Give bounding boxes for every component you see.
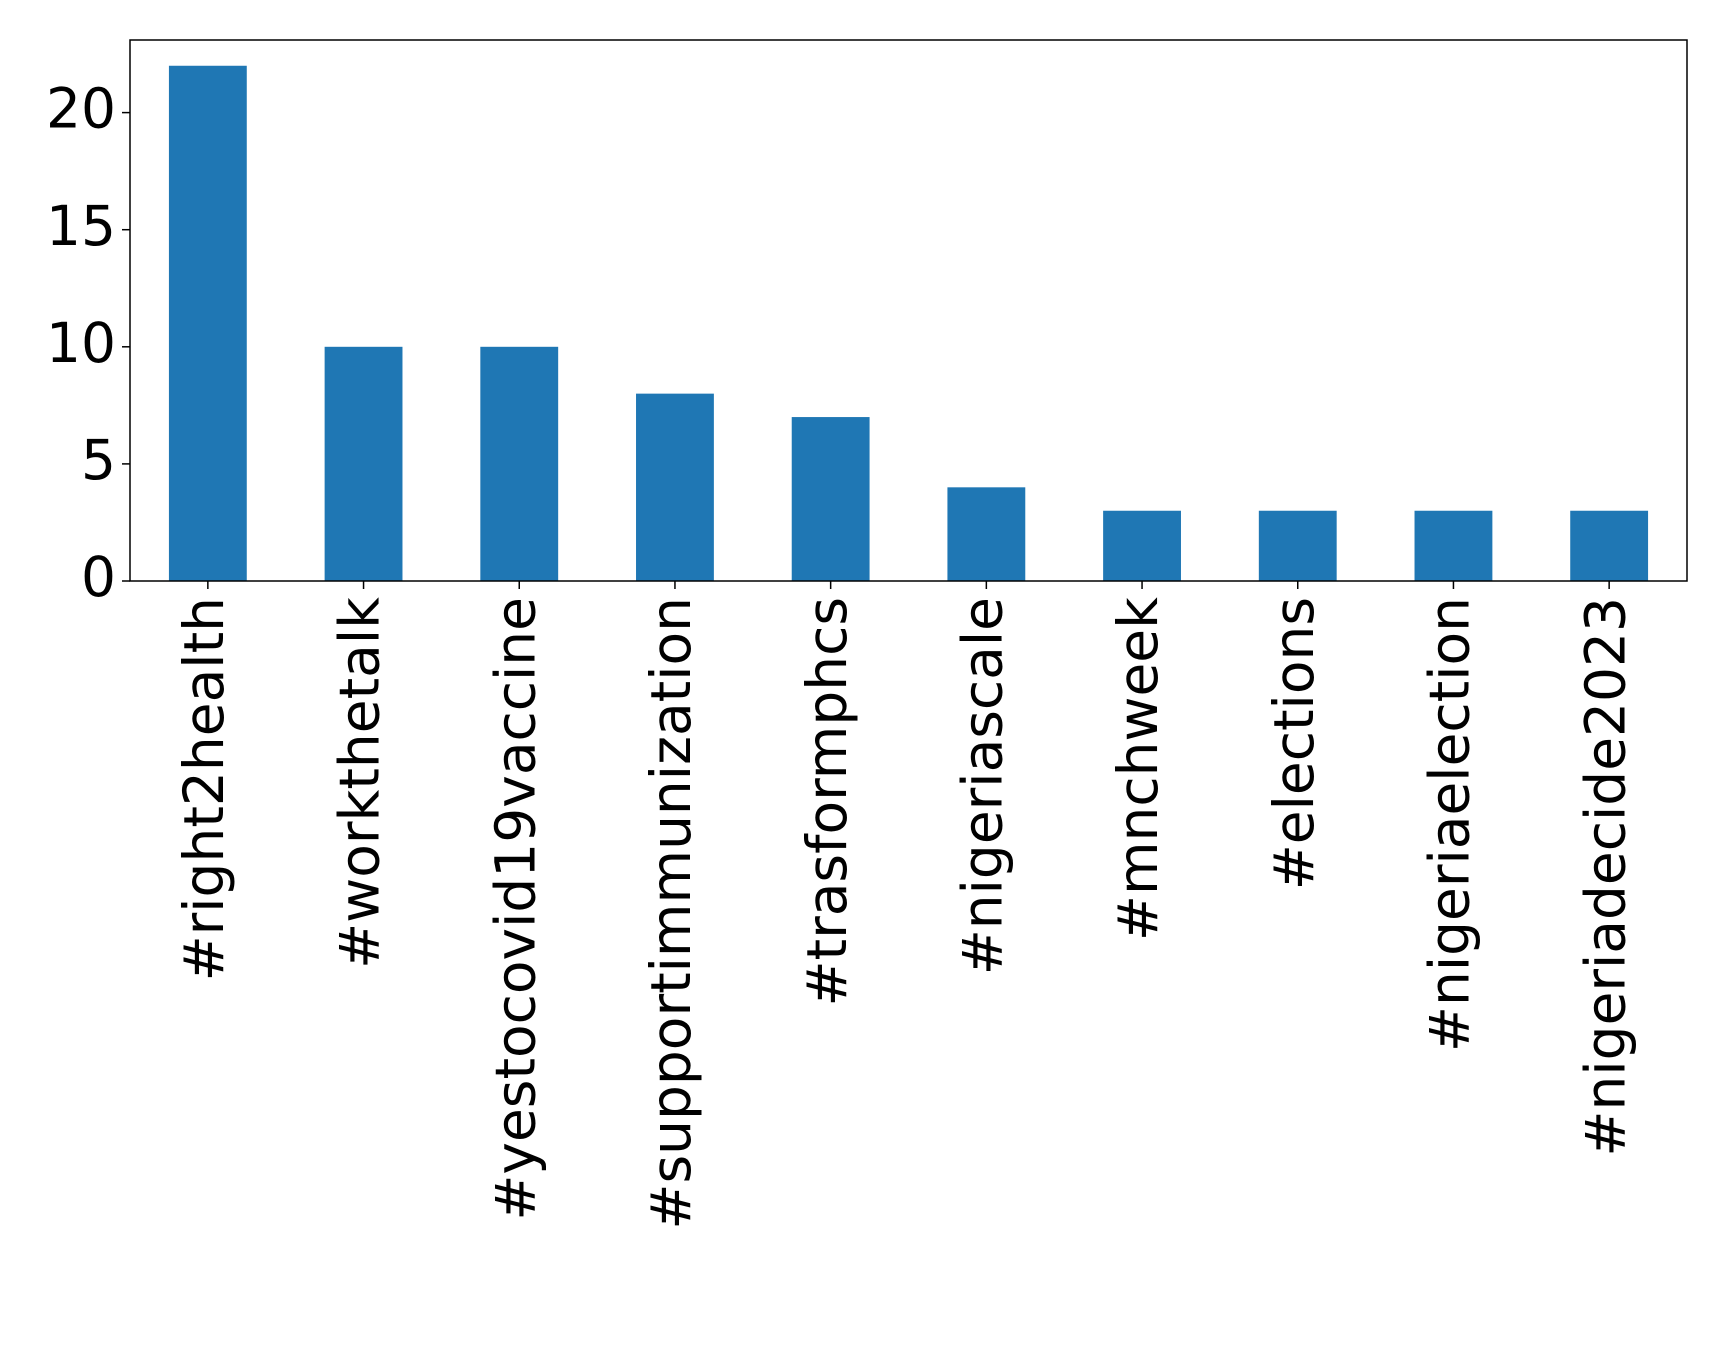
x-tick-label: #right2health bbox=[172, 597, 236, 981]
x-tick-label: #trasformphcs bbox=[795, 597, 859, 1007]
bar bbox=[1103, 510, 1181, 581]
bar bbox=[947, 487, 1026, 581]
x-tick-label: #elections bbox=[1262, 597, 1326, 890]
bar bbox=[480, 346, 559, 581]
x-tick-label: #nigeriascale bbox=[950, 597, 1014, 975]
x-tick-label: #yestocovid19vaccine bbox=[483, 597, 547, 1221]
y-tick-label: 0 bbox=[81, 545, 116, 609]
plot-frame bbox=[129, 39, 1688, 582]
x-tick-label: #nigeriadecide2023 bbox=[1573, 597, 1637, 1157]
bar bbox=[168, 65, 247, 581]
x-tick-label: #nigeriaelection bbox=[1418, 597, 1482, 1052]
y-tick-label: 20 bbox=[46, 77, 116, 141]
y-tick-label: 10 bbox=[46, 311, 116, 375]
bar bbox=[1570, 510, 1649, 581]
bar bbox=[1414, 510, 1493, 581]
y-tick-label: 5 bbox=[81, 428, 116, 492]
x-tick-label: #mnchweek bbox=[1106, 597, 1170, 941]
bar bbox=[791, 417, 870, 581]
bar bbox=[636, 393, 714, 581]
y-tick-label: 15 bbox=[46, 194, 116, 258]
x-tick-label: #workthetalk bbox=[328, 597, 392, 969]
x-tick-label: #supportimmunization bbox=[639, 597, 703, 1230]
bar bbox=[324, 346, 403, 581]
bar bbox=[1258, 510, 1337, 581]
